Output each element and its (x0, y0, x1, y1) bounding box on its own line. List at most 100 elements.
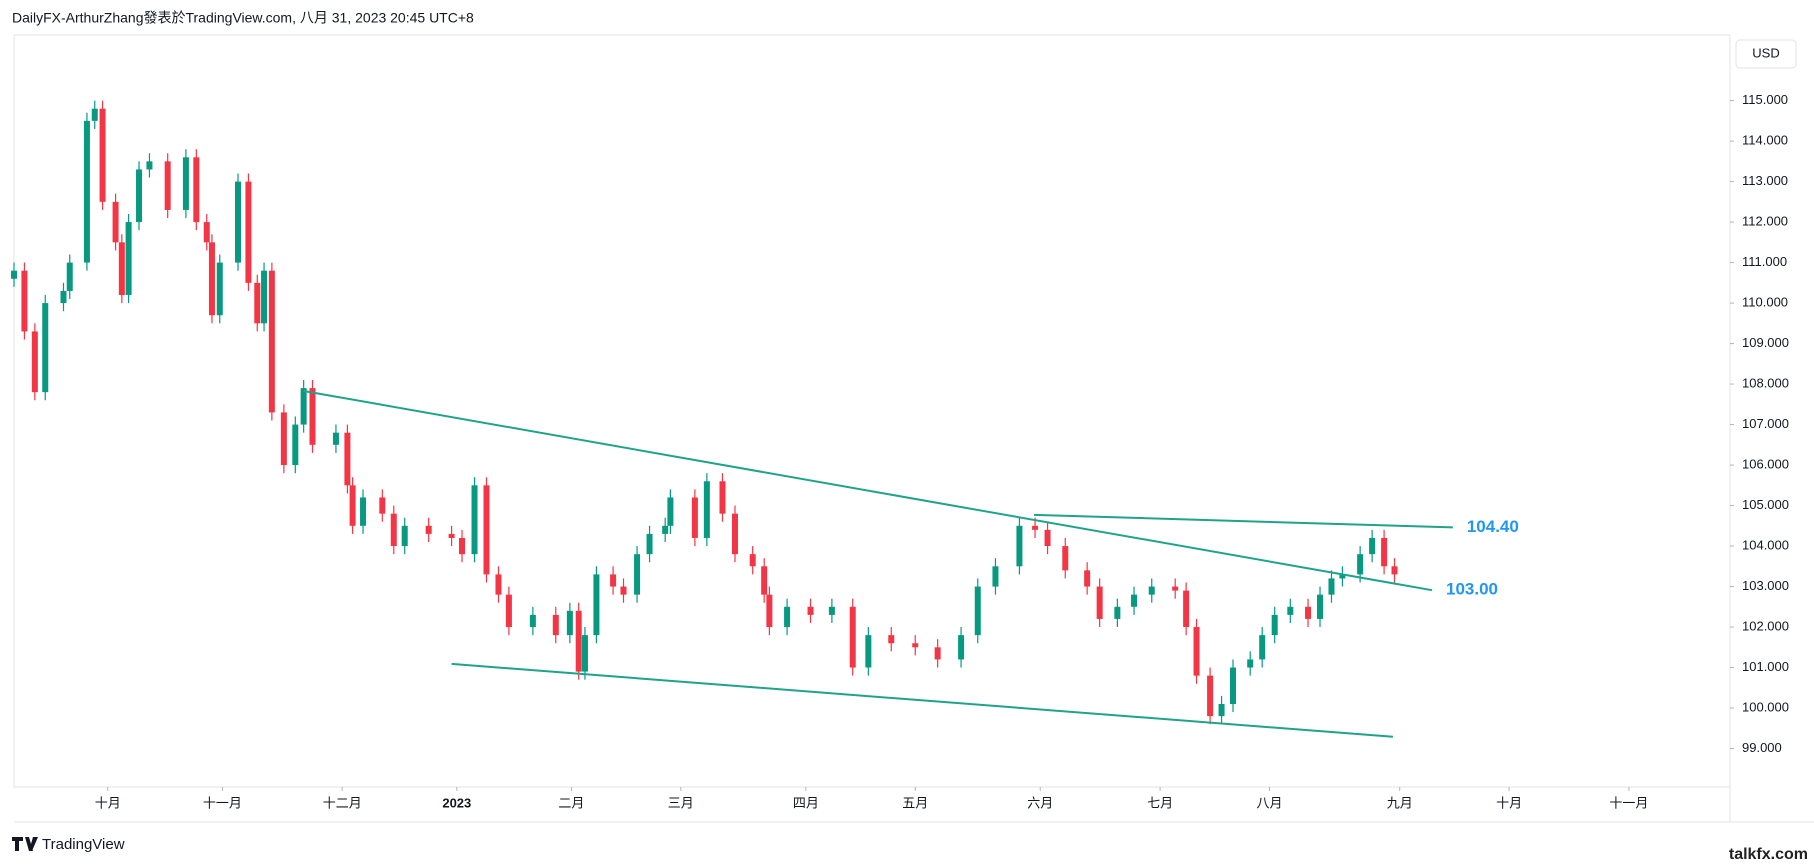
candle-body (828, 606, 835, 615)
candle-body (193, 157, 200, 223)
candle-body (208, 242, 215, 316)
y-tick-label: 110.000 (1742, 295, 1788, 310)
x-tick-label: 四月 (793, 795, 819, 810)
candle-body (300, 388, 307, 425)
candle-body (865, 635, 872, 668)
candle-body (182, 157, 189, 210)
candle-body (379, 497, 386, 514)
candle-body (292, 424, 299, 466)
candle-body (766, 594, 773, 628)
trend-label: 103.00 (1446, 580, 1498, 599)
currency-box[interactable] (1735, 39, 1797, 69)
candle-body (552, 614, 559, 636)
candle-body (118, 242, 125, 295)
trend-line (303, 389, 1433, 592)
candle-body (254, 282, 261, 324)
candle-body (91, 108, 98, 121)
x-tick-label: 三月 (668, 795, 694, 810)
x-tick-label: 十二月 (323, 795, 362, 810)
candle-body (471, 485, 478, 555)
candle-body (646, 533, 653, 555)
candle-body (1391, 566, 1398, 575)
candle-body (112, 201, 119, 243)
watermark: talkfx.com (1729, 846, 1808, 863)
candle-body (31, 331, 38, 393)
candle-body (749, 554, 756, 567)
candle-body (360, 497, 367, 526)
candle-body (784, 606, 791, 628)
candle-body (1172, 586, 1179, 591)
candle-body (731, 513, 738, 555)
candle-body (99, 108, 106, 202)
candle-body (575, 610, 582, 672)
candle-body (974, 586, 981, 636)
candle-body (1148, 586, 1155, 595)
candle-body (691, 497, 698, 538)
brand: TradingView (42, 836, 125, 853)
candle-body (593, 574, 600, 636)
candle-body (164, 161, 171, 210)
candle-body (261, 270, 268, 324)
x-tick-label: 2023 (442, 795, 471, 810)
trend-line (1033, 513, 1453, 529)
y-tick-label: 115.000 (1742, 92, 1788, 107)
candle-body (1016, 525, 1023, 567)
y-tick-label: 113.000 (1742, 173, 1788, 188)
candle-body (634, 554, 641, 595)
candle-body (1096, 586, 1103, 619)
candle-body (719, 481, 726, 514)
candle-body (1032, 525, 1039, 530)
candle-body (505, 594, 512, 628)
candle-body (1207, 675, 1214, 717)
y-tick-label: 112.000 (1742, 214, 1788, 229)
candle-body (280, 412, 287, 466)
y-tick-label: 107.000 (1742, 416, 1789, 431)
x-tick-label: 十月 (1496, 795, 1522, 810)
candle-body (1044, 529, 1051, 547)
candle-body (1218, 703, 1225, 717)
candle-body (216, 262, 223, 316)
candle-body (332, 432, 339, 445)
candle-body (703, 481, 710, 538)
candle-body (21, 270, 28, 332)
y-tick-label: 108.000 (1742, 376, 1789, 391)
x-tick-label: 九月 (1387, 795, 1413, 810)
candle-body (309, 388, 316, 445)
candle-body (146, 161, 153, 170)
y-tick-label: 103.000 (1742, 578, 1789, 593)
candle-body (992, 566, 999, 587)
candle-body (888, 635, 895, 644)
candle-body (807, 606, 814, 615)
candle-body (667, 497, 674, 526)
x-tick-label: 六月 (1027, 795, 1053, 810)
candle-body (125, 222, 132, 295)
y-tick-label: 106.000 (1742, 456, 1789, 471)
candle-body (1271, 614, 1278, 636)
y-tick-label: 109.000 (1742, 335, 1789, 350)
candle-body (581, 635, 588, 672)
candle-body (60, 290, 67, 304)
candle-body (1381, 537, 1388, 567)
candle-body (1230, 667, 1237, 704)
candle-body (761, 566, 768, 595)
x-tick-label: 二月 (558, 795, 584, 810)
brand-logo (12, 837, 38, 851)
candle-body (958, 635, 965, 660)
candle-body (390, 513, 397, 547)
candle-body (1084, 570, 1091, 587)
candle-body (849, 606, 856, 668)
header: DailyFX-ArthurZhang發表於TradingView.com, 八… (12, 10, 474, 26)
candle-body (448, 533, 455, 538)
candle-body (83, 120, 90, 263)
candle-body (1183, 590, 1190, 628)
candle-body (912, 643, 919, 648)
candle-body (934, 647, 941, 660)
y-tick-label: 101.000 (1742, 659, 1789, 674)
candle-body (203, 222, 210, 243)
y-tick-label: 99.000 (1742, 740, 1782, 755)
candle-body (245, 181, 252, 283)
candle-body (529, 614, 536, 628)
candle-body (662, 525, 669, 534)
candle-body (1369, 537, 1376, 555)
